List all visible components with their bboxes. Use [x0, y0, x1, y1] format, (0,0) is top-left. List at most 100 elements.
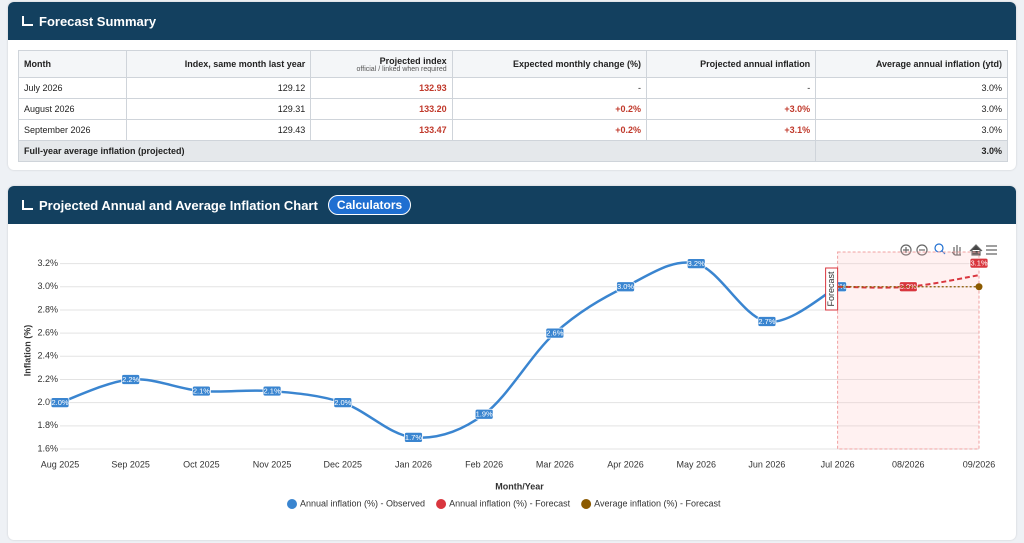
chart: 1.6% 1.8% 2.0% 2.2% 2.4% 2.6% 2.8% 3.0% 3.2% Aug …	[22, 243, 997, 509]
data-label-box	[262, 385, 282, 397]
data-label: 2.1%	[264, 387, 281, 396]
data-label-group: 3.0%	[616, 281, 635, 293]
annotation-box	[825, 267, 839, 311]
footer-label: Full-year average inflation (projected)	[17, 140, 817, 162]
annotation: Forecast	[825, 267, 839, 311]
x-tick-label: May 2026	[676, 459, 716, 469]
data-label: 3.0%	[900, 282, 917, 291]
annotation-text: Forecast	[826, 271, 836, 307]
data-label-group: 2.1%	[191, 385, 211, 397]
column-note: official / linked when required	[356, 65, 447, 73]
x-tick-label: Apr 2026	[607, 459, 644, 469]
data-label: 2.6%	[546, 329, 563, 338]
data-label: 2.2%	[122, 375, 139, 384]
y-axis-title: Inflation (%)	[22, 325, 32, 377]
data-label: 1.9%	[476, 410, 493, 419]
table-cell: 3.0%	[815, 98, 1008, 120]
legend-marker	[581, 499, 592, 509]
data-label-group: 3.2%	[686, 258, 706, 269]
x-tick-label: Dec 2025	[324, 459, 363, 469]
y-tick-label: 1.8%	[37, 420, 58, 430]
summary-header: Forecast Summary	[8, 2, 1016, 40]
table-cell: +0.2%	[451, 119, 648, 141]
data-label-box	[121, 374, 141, 385]
data-label: 1.7%	[405, 433, 422, 442]
x-tick-label: Aug 2025	[41, 459, 80, 469]
data-label: 2.0%	[51, 398, 68, 407]
column-header: Month	[17, 50, 128, 78]
footer-row: Full-year average inflation (projected) 3…	[17, 140, 1008, 162]
x-tick-label: Sep 2025	[111, 459, 150, 469]
column-title: Projected index	[379, 55, 447, 66]
x-tick-label: Mar 2026	[536, 459, 574, 469]
data-label-group: 2.0%	[333, 397, 353, 409]
chart-panel: Projected Annual and Average Inflation C…	[8, 186, 1016, 540]
data-label-box	[545, 327, 565, 339]
summary-title: Forecast Summary	[39, 13, 157, 29]
y-tick-label: 2.0%	[37, 397, 58, 407]
y-tick-label: 3.0%	[37, 281, 58, 291]
data-label-box	[474, 408, 494, 420]
x-tick-label: Feb 2026	[465, 459, 503, 469]
data-label: 3.2%	[688, 259, 705, 268]
summary-table: Month Index, same month last year Projecte…	[17, 50, 1008, 162]
column-header: Average annual inflation (ytd)	[815, 50, 1008, 78]
legend-marker	[287, 499, 297, 509]
table-cell: +3.0%	[646, 98, 817, 120]
column-title: Projected annual inflation	[700, 59, 811, 69]
table-cell: +3.1%	[646, 119, 817, 141]
series-line	[59, 261, 839, 439]
data-label-group: 2.7%	[757, 316, 777, 327]
y-tick-label: 3.2%	[37, 258, 58, 268]
y-tick-label: 2.8%	[37, 304, 58, 314]
x-axis-title: Month/Year	[495, 481, 544, 491]
x-tick-label: Jul 2026	[821, 459, 855, 469]
data-label-box	[191, 385, 211, 397]
x-tick-label: Nov 2025	[253, 459, 292, 469]
y-tick-label: 2.2%	[37, 374, 58, 384]
table-row: August 2026 129.31 133.20 +0.2% +3.0% 3.0%	[17, 98, 1008, 120]
table-cell: August 2026	[17, 98, 128, 120]
column-title: Average annual inflation (ytd)	[875, 59, 1002, 69]
y-tick-label: 1.6%	[37, 443, 58, 453]
data-label: 2.7%	[758, 317, 775, 326]
data-label-box	[404, 432, 423, 443]
table-cell: 129.31	[126, 98, 312, 120]
data-label-group: 2.6%	[545, 327, 565, 339]
summary-panel: Forecast Summary Month Index, same month …	[8, 2, 1016, 170]
legend-label: Annual inflation (%) - Forecast	[449, 498, 571, 508]
x-tick-label: Oct 2025	[183, 459, 220, 469]
data-label-group: 1.9%	[474, 408, 494, 420]
data-label-group: 2.1%	[262, 385, 282, 397]
table-cell: -	[451, 77, 648, 99]
header-row: Month Index, same month last year Projecte…	[17, 50, 1008, 78]
x-tick-label: 09/2026	[963, 459, 996, 469]
table-cell: 3.0%	[815, 119, 1008, 141]
y-tick-label: 2.6%	[37, 327, 58, 337]
data-label: 3.0%	[617, 282, 634, 291]
data-label-box	[50, 397, 70, 409]
chart-header: Projected Annual and Average Inflation C…	[8, 186, 1016, 224]
data-label-box	[969, 257, 989, 269]
calculators-button[interactable]: Calculators	[327, 195, 412, 215]
footer-value: 3.0%	[815, 140, 1008, 162]
table-cell: September 2026	[17, 119, 128, 141]
column-header: Projected annual inflation	[646, 50, 817, 78]
data-label: 2.0%	[334, 398, 351, 407]
column-title: Month	[24, 59, 51, 69]
legend-label: Average inflation (%) - Forecast	[594, 498, 721, 508]
table-cell: 132.93	[310, 77, 453, 99]
table-cell: 133.47	[310, 119, 453, 141]
data-label-box	[686, 258, 706, 269]
table-cell: -	[646, 77, 817, 99]
column-title: Expected monthly change (%)	[513, 59, 642, 69]
table-cell: 129.12	[126, 77, 312, 99]
table-cell: +0.2%	[451, 98, 648, 120]
data-label-box	[757, 316, 777, 327]
data-label: 3.1%	[970, 259, 987, 268]
x-tick-label: 08/2026	[892, 459, 925, 469]
data-label-box	[333, 397, 353, 409]
table-cell: 129.43	[126, 119, 312, 141]
data-label: 2.1%	[193, 387, 210, 396]
column-title: Index, same month last year	[184, 59, 306, 69]
